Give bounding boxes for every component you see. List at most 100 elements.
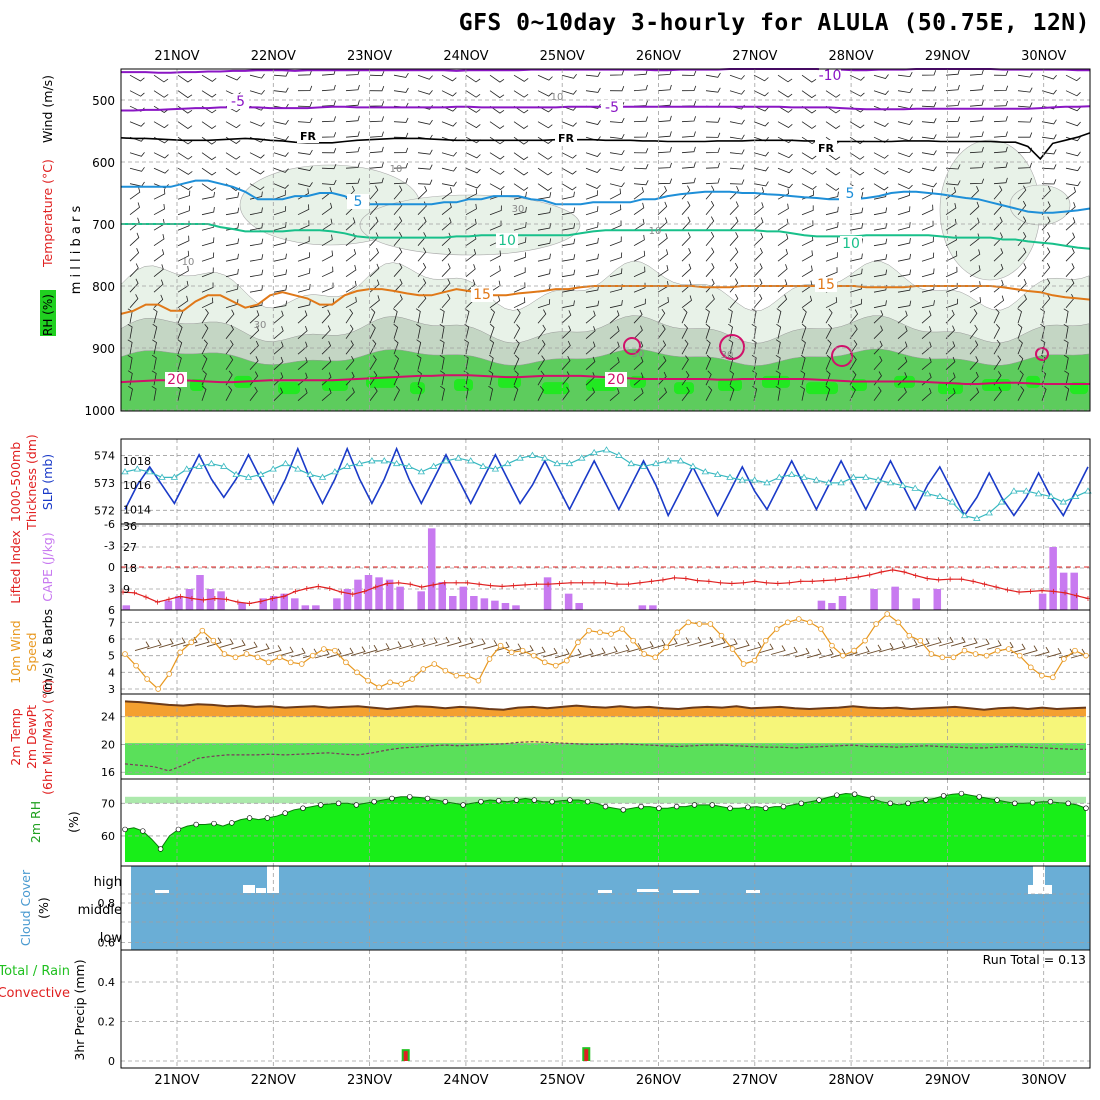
wind-barb (345, 162, 360, 169)
isotherm-20-cell (623, 337, 641, 355)
wind-barb (369, 295, 380, 309)
wind-barb (657, 131, 672, 138)
wind-barb (561, 74, 577, 79)
wind-barb (800, 385, 805, 401)
rh2m-marker (1083, 805, 1089, 811)
wind-barb (201, 207, 215, 216)
wind-barb (417, 201, 427, 215)
lifted-marker (557, 580, 563, 586)
wind-barb (1041, 294, 1051, 308)
wind-barb (1017, 323, 1023, 339)
wind-barb (393, 370, 400, 386)
wind-barb (273, 300, 288, 309)
wind-barb (897, 253, 911, 262)
wind-barb (945, 325, 955, 339)
wind-barb (609, 300, 623, 309)
wind-barb (921, 70, 937, 76)
wind-speed-marker (321, 646, 327, 652)
wind-barb (657, 296, 669, 309)
wind-barb (681, 324, 688, 339)
ua-frame (120, 68, 1091, 412)
lifted-tick: 3 (108, 583, 115, 596)
isotherm-label: -5 (231, 94, 245, 110)
thickness-marker (812, 476, 821, 483)
wind-barb (657, 340, 667, 355)
thickness-marker (1071, 492, 1080, 499)
surface-barb (578, 648, 594, 659)
pressure-tick: 1000 (84, 404, 115, 418)
wind-barb (321, 202, 333, 216)
wind-barb (513, 105, 529, 114)
wind-barb (201, 324, 209, 339)
wind-barb (705, 87, 721, 93)
rh-core (806, 382, 838, 395)
wind-barb (561, 310, 572, 324)
wind-barb (585, 87, 601, 93)
wind-barb (369, 370, 378, 386)
ylabel-cloud-1: Cloud Cover (18, 869, 33, 946)
cape-bar (375, 577, 383, 610)
thickness-marker (170, 473, 179, 480)
isotherm-label: 5 (354, 194, 363, 210)
lifted-marker (235, 599, 241, 605)
lifted-marker (534, 581, 540, 587)
wind-barb (441, 294, 451, 308)
wind-barb (153, 105, 169, 113)
wind-barb (225, 324, 234, 339)
wind-barb (993, 185, 1003, 200)
date-label-bottom: 24NOV (443, 1073, 488, 1088)
thickness-marker (392, 459, 401, 467)
wind-speed-marker (641, 651, 647, 657)
cape-bar (196, 575, 204, 610)
wind-barb (393, 323, 399, 339)
wind-barb (561, 90, 577, 95)
wind-barb (249, 356, 259, 370)
lifted-marker (993, 584, 999, 590)
wind-barb (201, 121, 217, 129)
wind-barb (633, 164, 649, 170)
isotherm-label-bg (165, 372, 187, 387)
surface-barb (434, 636, 450, 647)
thickness-marker (244, 473, 253, 480)
lifted-marker (1016, 589, 1022, 595)
rh2m-marker (976, 794, 982, 800)
cloud-fill (131, 866, 1090, 950)
wind-barb (681, 216, 691, 231)
wind-barb (441, 187, 453, 200)
date-label-top: 26NOV (636, 49, 681, 64)
thickness-marker (442, 457, 450, 464)
wind-barb (800, 354, 806, 370)
cape-bar (396, 586, 404, 610)
lifted-marker (1028, 588, 1034, 594)
wind-barb (657, 308, 666, 324)
thickness-marker (973, 514, 981, 521)
wind-barb (513, 308, 521, 324)
wind-barb (657, 249, 669, 262)
wind-barb (657, 265, 669, 278)
wind-speed-marker (1005, 646, 1012, 652)
wind-barb (151, 354, 157, 370)
wind-barb (177, 250, 190, 262)
thickness-tick: 572 (94, 504, 115, 517)
wind-barb (561, 340, 571, 355)
wind-barb (1017, 263, 1027, 277)
cape-bar (1070, 572, 1078, 610)
surface-barb (422, 637, 438, 647)
temp-tick: 20 (101, 738, 115, 751)
wind-barb (825, 354, 832, 370)
pressure-tick: 500 (92, 94, 115, 108)
wind-barb (609, 134, 625, 140)
wind-barb (753, 187, 765, 200)
wind-barb (441, 181, 457, 187)
wind-barb (1064, 385, 1070, 401)
isotherm-label: 20 (167, 372, 185, 388)
lifted-marker (798, 578, 804, 584)
wind-speed-marker (895, 619, 902, 626)
wind-barb (729, 185, 739, 200)
isotherm-label-bg (347, 194, 369, 209)
wind-barb (801, 220, 814, 231)
thickness-marker (960, 511, 969, 519)
wind-barb (633, 388, 644, 402)
cape-bar (301, 605, 310, 610)
wind-barb (825, 252, 838, 262)
